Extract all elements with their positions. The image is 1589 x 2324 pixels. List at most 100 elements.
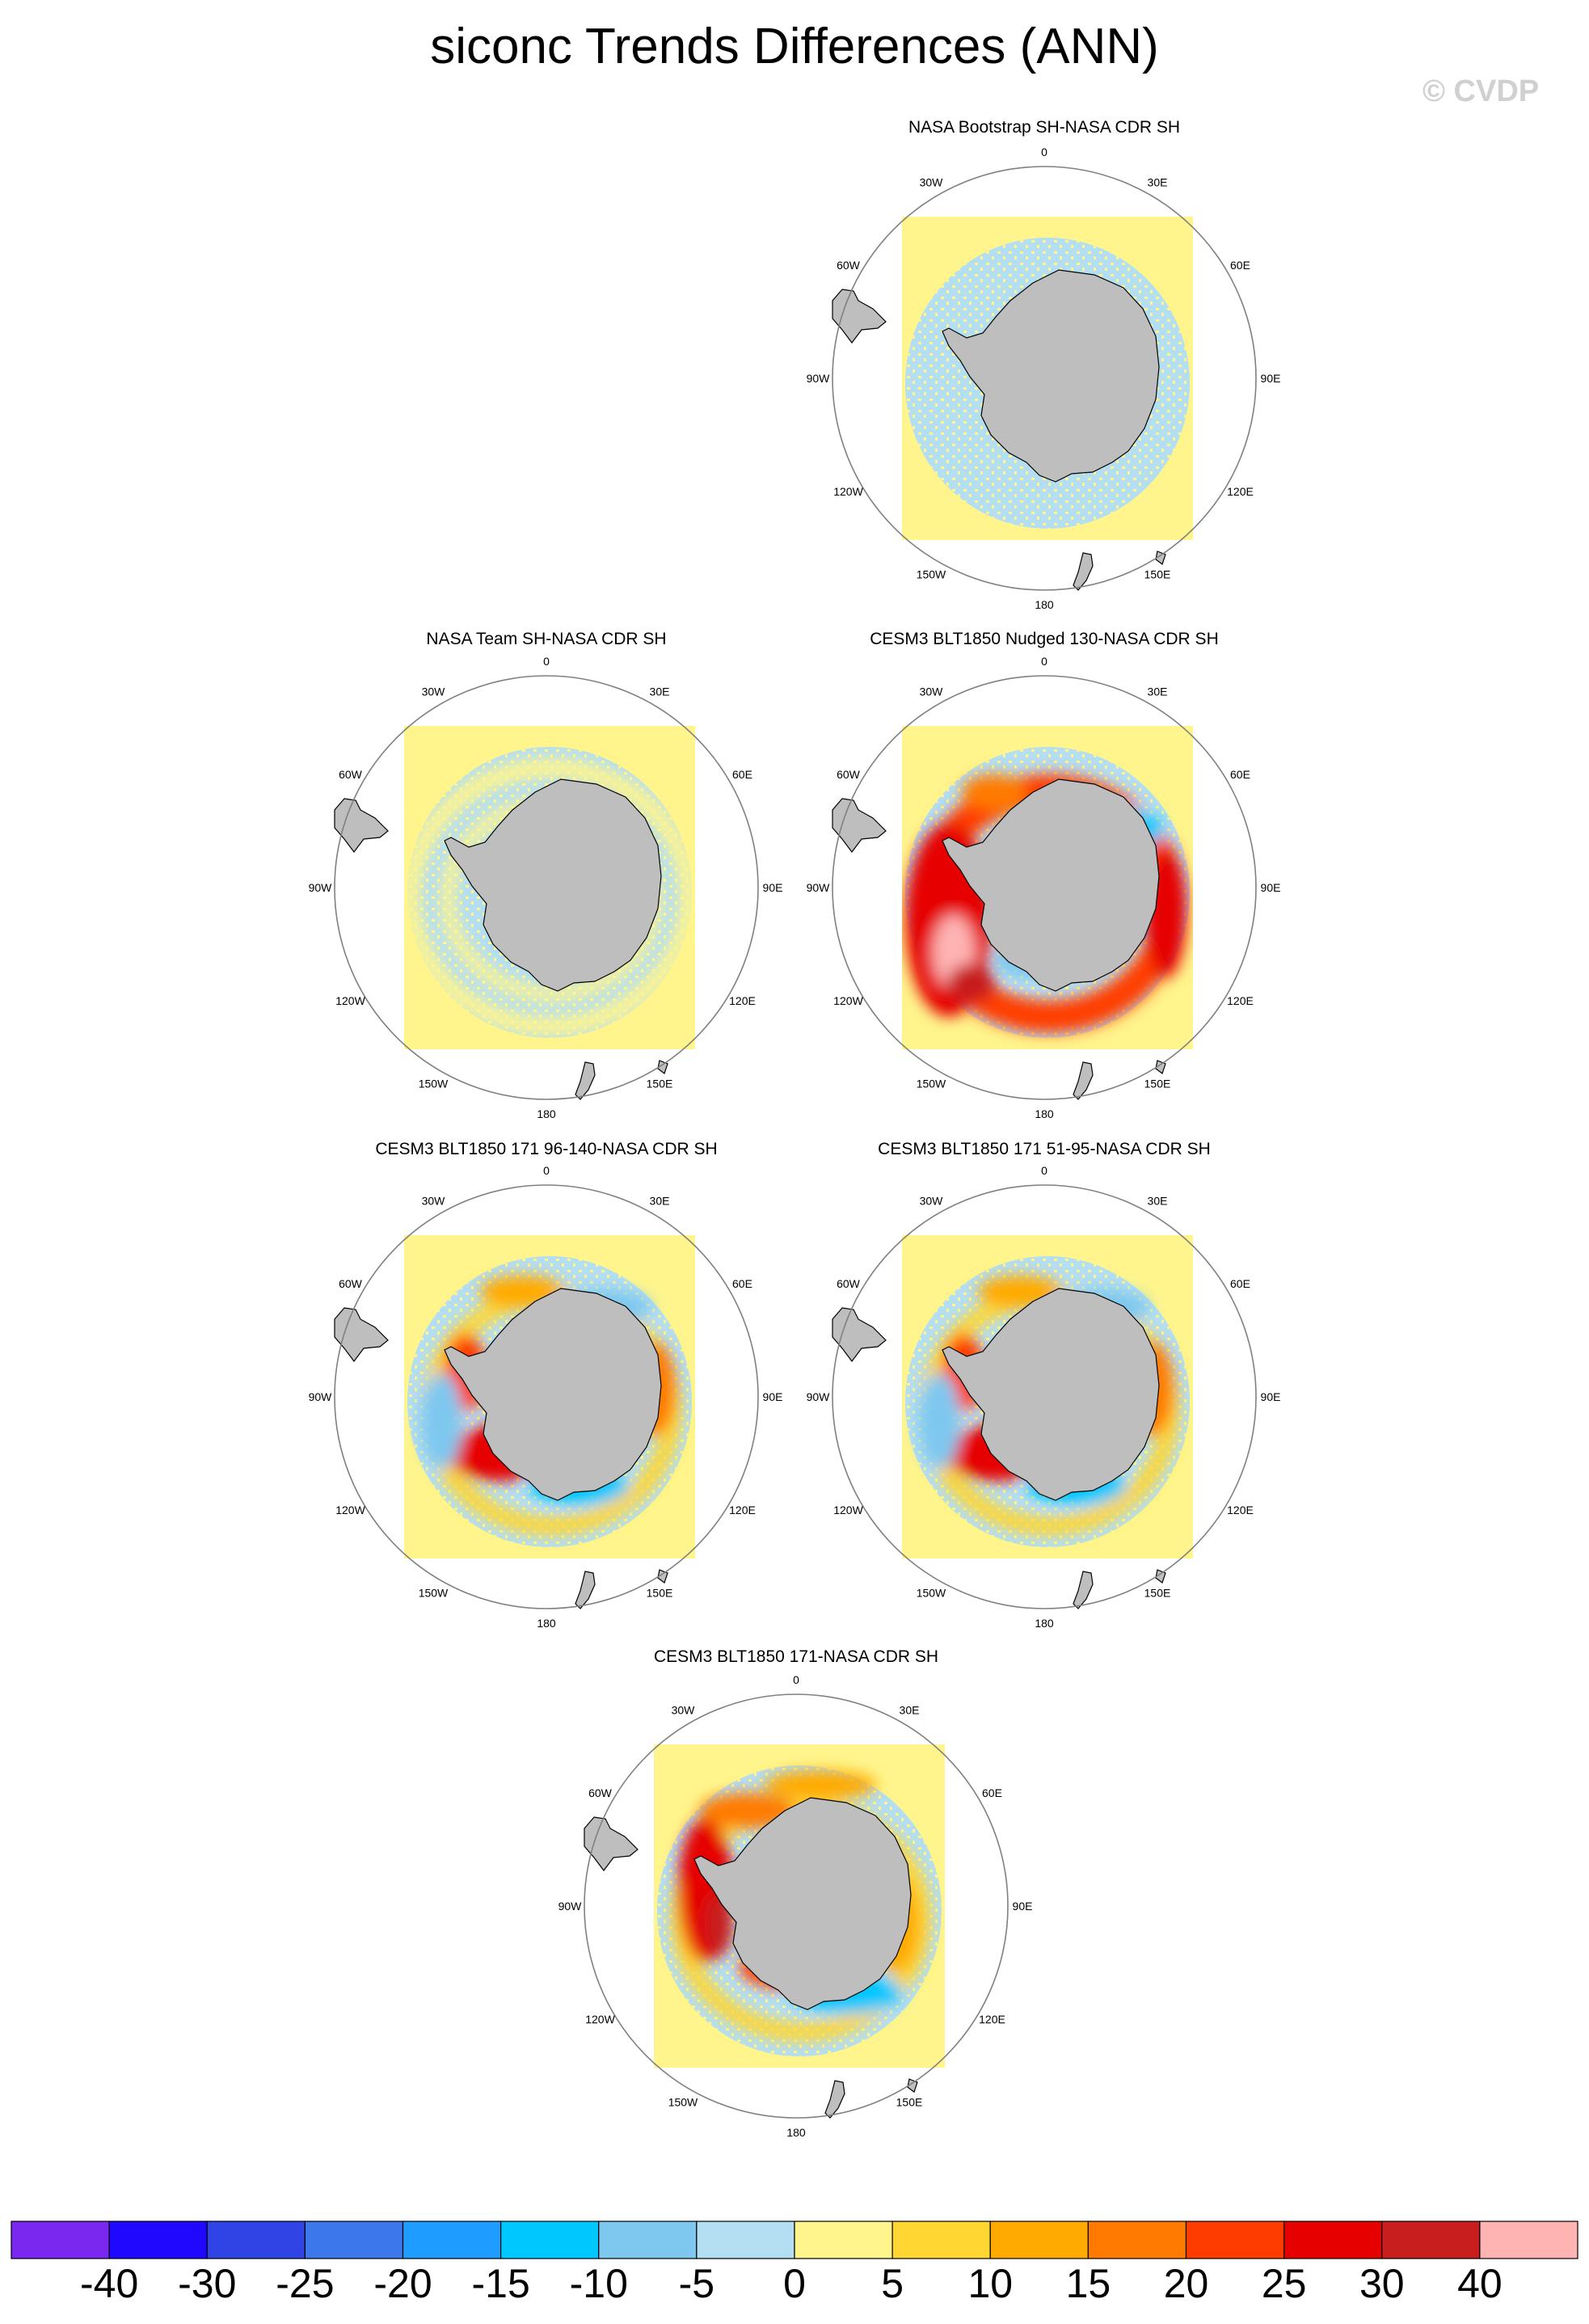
- longitude-label: 90W: [558, 1900, 583, 1913]
- land-mask: [832, 778, 1166, 1100]
- longitude-label: 180: [1035, 598, 1054, 611]
- map-panel-1: NASA Bootstrap SH-NASA CDR SH 0 30E 60E 90E 1…: [807, 118, 1281, 611]
- longitude-label: 180: [1035, 1107, 1054, 1120]
- longitude-label: 0: [543, 655, 550, 668]
- longitude-label: 60W: [339, 768, 363, 781]
- map-boundary: [584, 1693, 1009, 2119]
- south-america-land: [334, 1307, 389, 1362]
- longitude-label: 0: [1041, 1164, 1047, 1177]
- longitude-label: 90E: [1261, 881, 1281, 894]
- longitude-label: 120W: [335, 1504, 365, 1516]
- longitude-label: 30W: [920, 176, 944, 189]
- longitude-label: 30W: [422, 685, 446, 698]
- longitude-label: 150W: [917, 1586, 946, 1599]
- longitude-label: 120W: [833, 485, 863, 498]
- antarctica-land: [942, 1288, 1160, 1501]
- longitude-label: 30W: [422, 1195, 446, 1208]
- antarctica-land: [444, 1288, 662, 1501]
- longitude-label: 120W: [335, 994, 365, 1007]
- longitude-label: 120E: [979, 2013, 1005, 2026]
- panel-title: NASA Team SH-NASA CDR SH: [426, 630, 666, 648]
- longitude-label: 0: [793, 1673, 799, 1686]
- land-mask: [584, 1797, 918, 2119]
- map-boundary: [832, 675, 1257, 1100]
- antarctica-land: [693, 1797, 912, 2010]
- land-mask: [832, 1288, 1166, 1609]
- longitude-label: 30E: [1148, 1195, 1168, 1208]
- longitude-label: 150E: [647, 1586, 673, 1599]
- longitude-label: 180: [786, 2126, 806, 2139]
- land-mask: [832, 269, 1166, 591]
- longitude-label: 90E: [1013, 1900, 1033, 1913]
- longitude-label: 150W: [668, 2095, 698, 2108]
- antarctica-land: [942, 778, 1160, 992]
- longitude-label: 60E: [732, 1277, 752, 1290]
- map-boundary: [334, 1184, 759, 1609]
- longitude-label: 150W: [419, 1586, 449, 1599]
- longitude-label: 30E: [650, 685, 670, 698]
- longitude-label: 60W: [339, 1277, 363, 1290]
- longitude-label: 60W: [588, 1786, 613, 1799]
- map-panel-3: CESM3 BLT1850 Nudged 130-NASA CDR SH 0 30E…: [807, 630, 1281, 1120]
- longitude-label: 90E: [763, 1390, 783, 1403]
- longitude-label: 90E: [1261, 372, 1281, 385]
- longitude-label: 120W: [833, 1504, 863, 1516]
- longitude-label: 90E: [763, 881, 783, 894]
- longitude-label: 90W: [807, 1390, 831, 1403]
- longitude-label: 90W: [807, 881, 831, 894]
- longitude-label: 180: [537, 1617, 556, 1630]
- longitude-label: 30W: [920, 685, 944, 698]
- south-america-land: [334, 798, 389, 853]
- longitude-label: 120E: [1227, 994, 1254, 1007]
- new-zealand-land: [1073, 1571, 1094, 1609]
- longitude-label: 30E: [650, 1195, 670, 1208]
- antarctica-land: [444, 778, 662, 992]
- panel-title: CESM3 BLT1850 Nudged 130-NASA CDR SH: [870, 630, 1218, 648]
- longitude-label: 120W: [585, 2013, 615, 2026]
- map-panel-2: NASA Team SH-NASA CDR SH 0 30E 60E 90E 120E 15…: [309, 630, 783, 1120]
- longitude-label: 60E: [1230, 1277, 1250, 1290]
- longitude-label: 60W: [837, 1277, 861, 1290]
- longitude-label: 120E: [1227, 1504, 1254, 1516]
- longitude-label: 30E: [1148, 176, 1168, 189]
- new-zealand-land: [1073, 1061, 1094, 1100]
- new-zealand-land: [824, 2080, 845, 2119]
- south-america-land: [832, 1307, 887, 1362]
- new-zealand-land: [575, 1571, 596, 1609]
- longitude-label: 120E: [1227, 485, 1254, 498]
- map-panel-4: CESM3 BLT1850 171 96-140-NASA CDR SH 0 30E…: [309, 1140, 783, 1630]
- panel-title: CESM3 BLT1850 171-NASA CDR SH: [654, 1647, 938, 1666]
- longitude-label: 150W: [917, 1077, 946, 1090]
- map-panel-6: CESM3 BLT1850 171-NASA CDR SH 0 30E 60E 90E 1…: [558, 1647, 1033, 2139]
- new-zealand-land: [575, 1061, 596, 1100]
- longitude-label: 120W: [833, 994, 863, 1007]
- longitude-label: 60E: [1230, 768, 1250, 781]
- longitude-label: 180: [1035, 1617, 1054, 1630]
- longitude-label: 60W: [837, 259, 861, 272]
- new-zealand-land: [1073, 552, 1094, 591]
- longitude-label: 60E: [982, 1786, 1002, 1799]
- panel-title: CESM3 BLT1850 171 51-95-NASA CDR SH: [878, 1140, 1211, 1158]
- antarctica-land: [942, 269, 1160, 483]
- longitude-label: 60E: [1230, 259, 1250, 272]
- panel-title: NASA Bootstrap SH-NASA CDR SH: [908, 118, 1180, 137]
- longitude-label: 150E: [896, 2095, 923, 2108]
- longitude-label: 60W: [837, 768, 861, 781]
- longitude-label: 90W: [309, 881, 333, 894]
- longitude-label: 90E: [1261, 1390, 1281, 1403]
- longitude-label: 90W: [807, 372, 831, 385]
- longitude-label: 150E: [1144, 1586, 1171, 1599]
- longitude-label: 150E: [1144, 567, 1171, 580]
- south-america-land: [832, 289, 887, 344]
- cvdp-watermark: © CVDP: [1423, 74, 1540, 108]
- south-america-land: [584, 1816, 639, 1871]
- longitude-label: 30E: [1148, 685, 1168, 698]
- map-boundary: [334, 675, 759, 1100]
- longitude-label: 0: [1041, 655, 1047, 668]
- longitude-label: 30E: [900, 1704, 920, 1717]
- longitude-label: 150E: [1144, 1077, 1171, 1090]
- longitude-label: 90W: [309, 1390, 333, 1403]
- longitude-label: 30W: [672, 1704, 696, 1717]
- longitude-label: 150W: [419, 1077, 449, 1090]
